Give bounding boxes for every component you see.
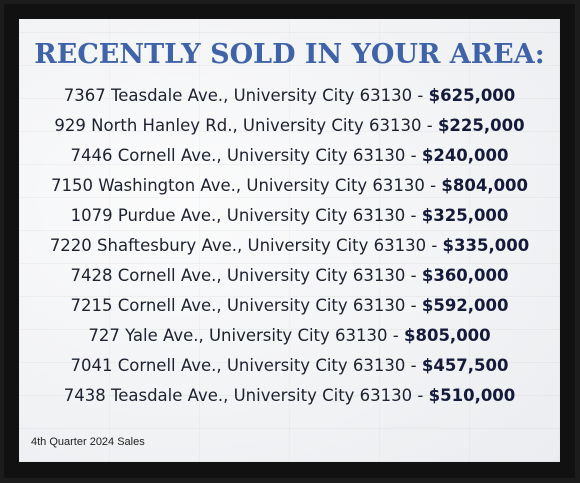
- sale-price: $225,000: [437, 116, 525, 135]
- sale-separator: -: [410, 356, 417, 375]
- sale-price: $360,000: [421, 266, 509, 285]
- sale-price: $457,500: [421, 356, 509, 375]
- sale-separator: -: [410, 296, 417, 315]
- sale-price: $325,000: [421, 206, 509, 225]
- sale-item: 7438 Teasdale Ave., University City 6313…: [19, 381, 560, 411]
- sale-price: $804,000: [441, 176, 529, 195]
- sale-address: 7215 Cornell Ave., University City 63130: [70, 296, 406, 315]
- sale-address: 727 Yale Ave., University City 63130: [88, 326, 388, 345]
- sold-listings-card: RECENTLY SOLD IN YOUR AREA: 7367 Teasdal…: [19, 19, 560, 462]
- sale-separator: -: [417, 86, 424, 105]
- sale-address: 7428 Cornell Ave., University City 63130: [70, 266, 406, 285]
- card-frame: RECENTLY SOLD IN YOUR AREA: 7367 Teasdal…: [4, 4, 575, 478]
- sale-item: 929 North Hanley Rd., University City 63…: [19, 111, 560, 141]
- sale-separator: -: [417, 386, 424, 405]
- footer-note: 4th Quarter 2024 Sales: [31, 436, 145, 448]
- sale-item: 7150 Washington Ave., University City 63…: [19, 171, 560, 201]
- sale-item: 1079 Purdue Ave., University City 63130 …: [19, 201, 560, 231]
- sale-price: $240,000: [421, 146, 509, 165]
- sale-item: 7446 Cornell Ave., University City 63130…: [19, 141, 560, 171]
- sale-price: $625,000: [428, 86, 516, 105]
- sale-separator: -: [430, 176, 437, 195]
- sale-price: $335,000: [442, 236, 530, 255]
- sale-item: 7428 Cornell Ave., University City 63130…: [19, 261, 560, 291]
- sale-separator: -: [431, 236, 438, 255]
- sale-item: 727 Yale Ave., University City 63130 - $…: [19, 321, 560, 351]
- sale-address: 7041 Cornell Ave., University City 63130: [70, 356, 406, 375]
- sale-address: 7446 Cornell Ave., University City 63130: [70, 146, 406, 165]
- sale-separator: -: [410, 206, 417, 225]
- sale-item: 7041 Cornell Ave., University City 63130…: [19, 351, 560, 381]
- sale-item: 7367 Teasdale Ave., University City 6313…: [19, 81, 560, 111]
- sale-separator: -: [392, 326, 399, 345]
- sale-separator: -: [410, 266, 417, 285]
- sale-price: $805,000: [404, 326, 491, 345]
- sale-price: $510,000: [428, 386, 516, 405]
- sale-address: 1079 Purdue Ave., University City 63130: [70, 206, 406, 225]
- card-title: RECENTLY SOLD IN YOUR AREA:: [34, 39, 545, 70]
- sale-separator: -: [426, 116, 433, 135]
- sale-address: 7220 Shaftesbury Ave., University City 6…: [49, 236, 427, 255]
- sale-address: 7150 Washington Ave., University City 63…: [50, 176, 425, 195]
- sale-address: 7367 Teasdale Ave., University City 6313…: [63, 86, 413, 105]
- sale-address: 929 North Hanley Rd., University City 63…: [54, 116, 422, 135]
- sale-price: $592,000: [421, 296, 509, 315]
- sale-item: 7215 Cornell Ave., University City 63130…: [19, 291, 560, 321]
- sale-item: 7220 Shaftesbury Ave., University City 6…: [19, 231, 560, 261]
- sale-separator: -: [410, 146, 417, 165]
- sale-address: 7438 Teasdale Ave., University City 6313…: [63, 386, 413, 405]
- sales-list: 7367 Teasdale Ave., University City 6313…: [19, 81, 560, 411]
